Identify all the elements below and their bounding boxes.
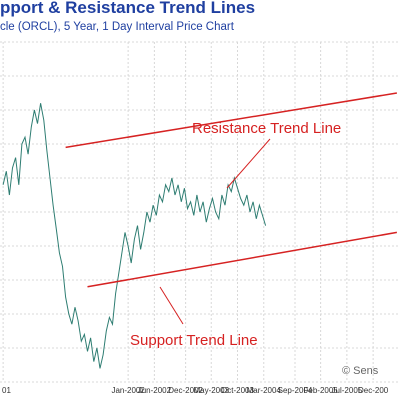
resistance-trend-line <box>65 92 397 149</box>
chart-title: pport & Resistance Trend Lines <box>0 0 256 17</box>
resistance-arrow <box>226 138 271 189</box>
price-series-line <box>2 103 267 369</box>
support-trend-line <box>87 231 398 288</box>
grid <box>0 41 400 383</box>
x-axis-ticks: 01 Jan-2002Jun-2002Dec-2002May-2003Oct-20… <box>2 386 389 395</box>
resistance-label: Resistance Trend Line <box>192 120 341 137</box>
x-tick-label: May-2003 <box>193 386 229 395</box>
x-tick-label: 01 <box>2 386 11 395</box>
x-tick-label: Feb-2005 <box>304 386 339 395</box>
support-arrow <box>159 286 184 325</box>
x-tick-label: Jan-2002 <box>111 386 145 395</box>
x-tick-label: Jul-2005 <box>332 386 363 395</box>
x-tick-label: Jun-2002 <box>138 386 172 395</box>
x-tick-label: Dec-2002 <box>168 386 203 395</box>
copyright-mark: © Sens <box>342 365 379 377</box>
x-tick-label: Sep-2004 <box>278 386 313 395</box>
trend-lines <box>65 92 398 325</box>
support-label: Support Trend Line <box>130 332 258 349</box>
x-tick-label: Mar-2004 <box>247 386 282 395</box>
chart-subtitle: cle (ORCL), 5 Year, 1 Day Interval Price… <box>0 21 234 33</box>
x-tick-label: Oct-2003 <box>221 386 254 395</box>
x-tick-label: Dec-200 <box>358 386 389 395</box>
